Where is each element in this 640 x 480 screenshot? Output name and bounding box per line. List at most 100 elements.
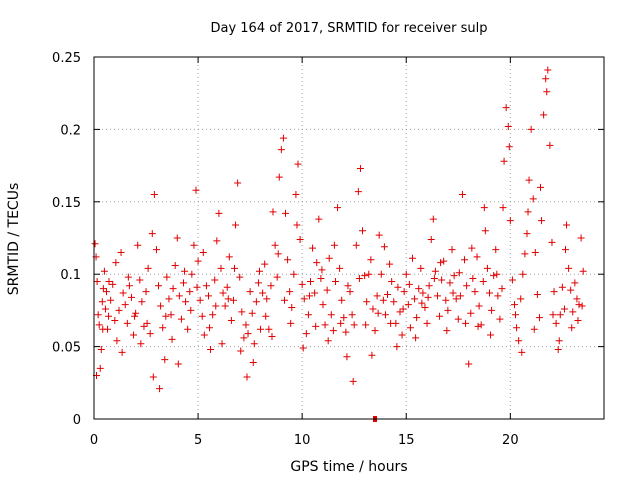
- data-point: [533, 290, 541, 298]
- data-point: [415, 285, 423, 293]
- data-point: [571, 279, 579, 287]
- data-point: [350, 321, 358, 329]
- data-point: [452, 295, 460, 303]
- data-point: [162, 312, 170, 320]
- x-axis-label: GPS time / hours: [290, 459, 407, 475]
- data-point: [118, 348, 126, 356]
- data-point: [113, 337, 121, 345]
- data-point: [329, 327, 337, 335]
- data-point: [204, 292, 212, 300]
- data-point: [152, 246, 160, 254]
- data-point: [367, 256, 375, 264]
- x-tick-label: 20: [502, 433, 519, 448]
- data-point: [282, 209, 290, 217]
- data-point: [575, 301, 583, 309]
- data-point: [402, 270, 410, 278]
- data-point: [105, 312, 113, 320]
- data-point: [155, 282, 163, 290]
- data-point: [456, 292, 464, 300]
- data-point: [211, 276, 219, 284]
- data-point: [500, 157, 508, 165]
- data-point: [375, 231, 383, 239]
- data-point: [93, 277, 101, 285]
- data-point: [400, 288, 408, 296]
- data-point: [359, 227, 367, 235]
- data-point: [408, 254, 416, 262]
- data-point: [237, 347, 245, 355]
- data-point: [487, 331, 495, 339]
- data-point: [496, 315, 504, 323]
- data-point: [107, 296, 115, 304]
- data-point: [440, 257, 448, 265]
- data-point: [198, 312, 206, 320]
- data-point: [483, 264, 491, 272]
- data-point: [544, 66, 552, 74]
- data-point: [225, 253, 233, 261]
- data-point: [349, 377, 357, 385]
- data-point: [381, 311, 389, 319]
- data-point: [519, 270, 527, 278]
- data-point: [325, 254, 333, 262]
- data-point: [467, 309, 475, 317]
- data-point: [105, 277, 113, 285]
- y-tick-label: 0.05: [52, 341, 81, 356]
- y-tick-label: 0: [73, 413, 81, 428]
- x-tick-label: 10: [294, 433, 311, 448]
- data-point: [331, 277, 339, 285]
- data-point: [190, 241, 198, 249]
- y-tick-label: 0.2: [60, 123, 81, 138]
- data-point: [393, 343, 401, 351]
- data-point: [97, 345, 105, 353]
- data-point: [481, 227, 489, 235]
- data-point: [578, 302, 586, 310]
- data-point: [219, 289, 227, 297]
- y-tick-label: 0.15: [52, 196, 81, 211]
- data-point: [95, 321, 103, 329]
- data-point: [502, 104, 510, 112]
- data-point: [475, 302, 483, 310]
- data-point: [404, 301, 412, 309]
- data-point: [199, 248, 207, 256]
- data-point: [277, 146, 285, 154]
- data-point: [356, 164, 364, 172]
- data-point: [305, 292, 313, 300]
- data-point: [311, 289, 319, 297]
- data-point: [254, 279, 262, 287]
- data-point: [355, 275, 363, 283]
- data-point: [159, 324, 167, 332]
- data-point: [142, 288, 150, 296]
- data-point: [423, 319, 431, 327]
- data-point: [334, 204, 342, 212]
- data-point: [140, 322, 148, 330]
- data-point: [443, 327, 451, 335]
- data-point: [284, 256, 292, 264]
- data-point: [306, 277, 314, 285]
- data-point: [171, 262, 179, 270]
- data-point: [438, 276, 446, 284]
- data-point: [417, 264, 425, 272]
- data-point: [302, 330, 310, 338]
- data-point: [504, 123, 512, 131]
- data-point: [298, 280, 306, 288]
- data-point: [412, 334, 420, 342]
- data-point: [437, 259, 445, 267]
- data-point: [236, 273, 244, 281]
- data-point: [386, 260, 394, 268]
- data-point: [224, 295, 232, 303]
- data-point: [471, 288, 479, 296]
- data-point: [186, 288, 194, 296]
- data-point: [556, 311, 564, 319]
- data-point: [430, 275, 438, 283]
- data-point: [362, 321, 370, 329]
- data-point: [521, 250, 529, 258]
- data-point: [304, 311, 312, 319]
- data-point: [549, 311, 557, 319]
- data-point: [421, 304, 429, 312]
- data-point: [462, 319, 470, 327]
- data-point: [292, 191, 300, 199]
- data-point: [138, 298, 146, 306]
- data-point: [546, 141, 554, 149]
- data-point: [508, 276, 516, 284]
- data-point: [377, 270, 385, 278]
- data-point: [286, 288, 294, 296]
